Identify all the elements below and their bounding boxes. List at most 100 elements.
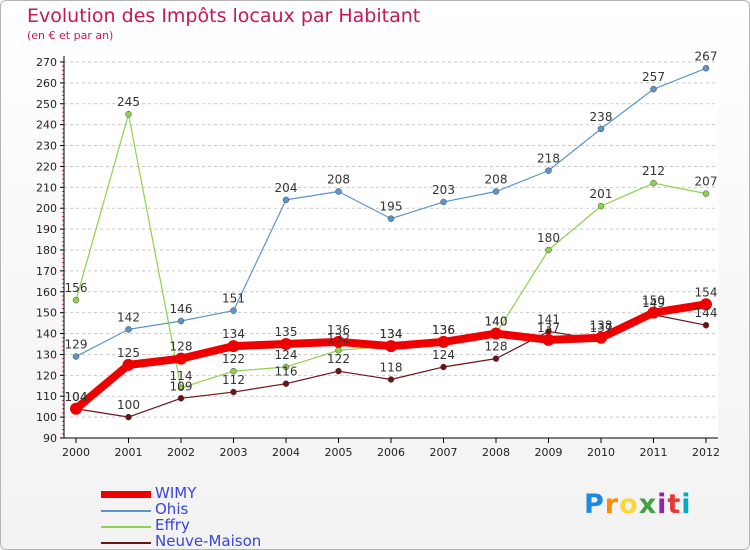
chart-subtitle: (en € et par an) — [27, 29, 114, 42]
legend-label-ohis: Ohis — [155, 500, 189, 518]
ytick-label-270: 270 — [36, 56, 57, 69]
data-label-ohis-2009: 218 — [537, 152, 560, 166]
data-label-effry-2005: 132 — [327, 331, 350, 345]
data-label-neuve-maison-2009: 141 — [537, 312, 560, 326]
point-effry-2004 — [282, 363, 290, 371]
point-wimy-2011 — [647, 306, 660, 319]
point-ohis-2008 — [492, 188, 500, 195]
point-neuve-maison-2006 — [387, 376, 395, 383]
data-label-ohis-2001: 142 — [117, 310, 140, 324]
data-label-neuve-maison-2004: 116 — [275, 365, 298, 379]
data-label-neuve-maison-2000: 104 — [65, 390, 88, 404]
data-label-effry-2006: 134 — [380, 327, 403, 341]
xtick-label-2006: 2006 — [377, 446, 405, 459]
data-label-wimy-2002: 128 — [170, 340, 193, 354]
point-wimy-2010 — [595, 331, 607, 344]
point-wimy-2002 — [175, 352, 187, 365]
point-ohis-2003 — [230, 307, 237, 314]
data-label-ohis-2007: 203 — [432, 183, 455, 197]
point-ohis-2001 — [125, 326, 132, 333]
point-neuve-maison-2007 — [440, 363, 447, 371]
point-wimy-2012 — [700, 298, 712, 311]
data-label-wimy-2003: 134 — [222, 327, 245, 341]
point-ohis-2006 — [387, 215, 395, 222]
legend-swatch-wimy — [101, 491, 151, 498]
ytick-label-190: 190 — [36, 223, 57, 236]
legend-swatch-effry — [101, 526, 151, 528]
point-wimy-2006 — [385, 340, 397, 353]
logo-letter: r — [604, 489, 620, 520]
data-label-neuve-maison-2003: 112 — [222, 373, 245, 387]
point-neuve-maison-2005 — [335, 367, 342, 375]
data-label-effry-2010: 201 — [590, 187, 613, 201]
point-ohis-2005 — [335, 188, 342, 195]
proxiti-logo: Proxiti — [584, 489, 692, 520]
data-label-neuve-maison-2012: 144 — [695, 306, 718, 320]
data-label-effry-2004: 124 — [275, 348, 298, 362]
point-ohis-2000 — [72, 353, 80, 360]
logo-letter: P — [584, 489, 605, 520]
point-ohis-2009 — [545, 167, 552, 174]
ytick-label-100: 100 — [36, 411, 57, 424]
xtick-label-2001: 2001 — [115, 446, 143, 459]
point-ohis-2004 — [282, 196, 290, 204]
point-wimy-2005 — [332, 335, 345, 348]
axis-layer: 90 100 110 120 130 140 150 160 170 180 190 200 210 22… — [36, 56, 720, 459]
data-label-ohis-2005: 208 — [327, 173, 350, 187]
ytick-label-140: 140 — [36, 328, 57, 341]
legend-label-effry: Effry — [155, 516, 190, 534]
logo-letter: i — [681, 489, 692, 520]
ytick-label-180: 180 — [36, 244, 57, 257]
data-label-effry-2000: 156 — [65, 281, 88, 295]
data-label-neuve-maison-2007: 124 — [432, 348, 455, 362]
point-effry-2009 — [545, 246, 552, 254]
point-effry-2012 — [702, 190, 710, 197]
legend-swatch-ohis — [101, 510, 151, 512]
xtick-label-2004: 2004 — [272, 446, 300, 459]
xtick-label-2012: 2012 — [692, 446, 720, 459]
point-wimy-2001 — [122, 358, 135, 371]
logo-letter: x — [638, 489, 658, 520]
ytick-label-160: 160 — [36, 286, 57, 299]
point-neuve-maison-2003 — [230, 388, 237, 396]
ytick-label-110: 110 — [36, 390, 57, 403]
logo-letter: t — [667, 489, 682, 520]
point-neuve-maison-2004 — [282, 380, 290, 387]
point-ohis-2010 — [597, 125, 605, 133]
data-label-ohis-2000: 129 — [65, 338, 88, 352]
legend-label-wimy: WIMY — [155, 484, 197, 502]
ytick-label-150: 150 — [36, 307, 57, 320]
xtick-label-2000: 2000 — [62, 446, 90, 459]
point-wimy-2003 — [227, 340, 240, 353]
data-label-wimy-2011: 150 — [642, 294, 665, 308]
point-effry-2001 — [125, 110, 132, 118]
data-label-wimy-2008: 140 — [485, 315, 508, 329]
ytick-label-120: 120 — [36, 369, 57, 382]
point-effry-2010 — [597, 202, 605, 210]
chart-title: Evolution des Impôts locaux par Habitant — [27, 5, 421, 27]
point-wimy-2000 — [70, 402, 82, 415]
data-label-neuve-maison-2002: 109 — [170, 379, 193, 393]
data-label-ohis-2010: 238 — [590, 110, 613, 124]
data-label-ohis-2011: 257 — [642, 70, 665, 84]
data-label-neuve-maison-2005: 122 — [327, 352, 350, 366]
data-label-ohis-2006: 195 — [380, 200, 403, 214]
ytick-label-230: 230 — [36, 140, 57, 153]
data-label-effry-2001: 245 — [117, 95, 140, 109]
point-neuve-maison-2008 — [492, 355, 500, 362]
data-label-wimy-2004: 135 — [275, 325, 298, 339]
label-layer: 129 142 146 151 204 208 195 203 208 218 238 257 267 1… — [65, 49, 718, 412]
xtick-label-2007: 2007 — [430, 446, 458, 459]
data-label-effry-2002: 114 — [170, 369, 193, 383]
data-label-wimy-2000: 104 — [65, 390, 88, 404]
point-effry-2011 — [650, 179, 657, 187]
data-label-ohis-2002: 146 — [170, 302, 193, 316]
data-label-effry-2009: 180 — [537, 231, 560, 245]
point-wimy-2007 — [437, 335, 450, 348]
ytick-label-250: 250 — [36, 98, 57, 111]
logo-letter: o — [619, 489, 639, 520]
point-neuve-maison-2002 — [177, 395, 185, 402]
data-label-wimy-2005: 136 — [327, 323, 350, 337]
xtick-label-2009: 2009 — [535, 446, 563, 459]
